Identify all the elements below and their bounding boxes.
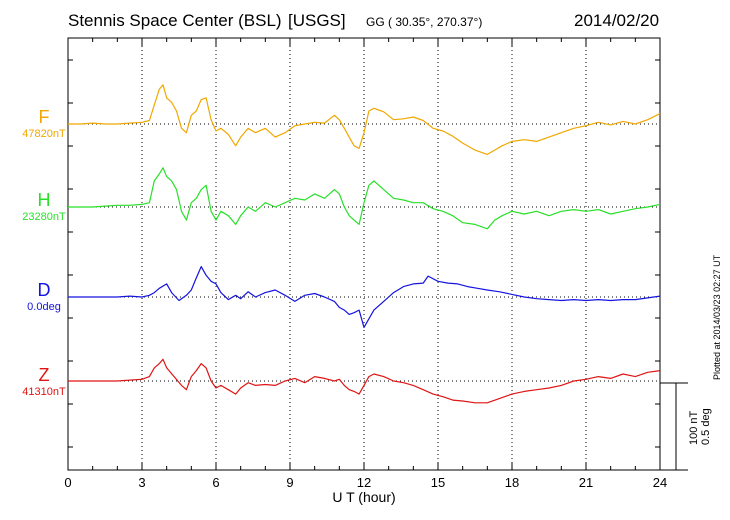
component-name: F: [38, 107, 50, 127]
x-tick-label: 18: [505, 475, 519, 490]
series-line-z: [68, 358, 661, 404]
x-tick-label: 3: [138, 475, 145, 490]
series-label-d: D 0.0deg: [14, 280, 74, 313]
x-tick-label: 0: [64, 475, 71, 490]
series-line-f: [68, 84, 661, 155]
grid-lines: [68, 38, 660, 470]
series-group: [68, 84, 661, 404]
component-baseline: 0.0deg: [27, 301, 61, 313]
date-label: 2014/02/20: [574, 11, 660, 30]
component-name: D: [37, 280, 51, 300]
series-line-d: [68, 266, 661, 328]
station-title: Stennis Space Center (BSL): [68, 11, 282, 30]
x-tick-label: 12: [357, 475, 371, 490]
scale-bar: [660, 382, 688, 471]
scale-nt: 100 nT: [688, 410, 700, 445]
x-tick-label: 15: [431, 475, 445, 490]
component-name: Z: [38, 365, 50, 385]
coordinates-label: GG ( 30.35°, 270.37°): [366, 15, 483, 29]
series-label-f: F 47820nT: [14, 107, 74, 140]
plotted-timestamp: Plotted at 2014/03/23 02:27 UT: [712, 254, 722, 380]
x-tick-label: 9: [286, 475, 293, 490]
series-label-z: Z 41310nT: [14, 365, 74, 398]
component-baseline: 41310nT: [22, 386, 66, 398]
component-baseline: 23280nT: [22, 211, 66, 223]
component-name: H: [37, 190, 51, 210]
component-baseline: 47820nT: [22, 128, 66, 140]
scale-deg: 0.5 deg: [700, 408, 712, 445]
series-label-h: H 23280nT: [14, 190, 74, 223]
x-axis-label: U T (hour): [332, 489, 395, 505]
source-tag: [USGS]: [288, 11, 346, 30]
x-tick-labels: 0 3 6 9 12 15 18 21 24: [64, 475, 667, 490]
x-tick-label: 21: [579, 475, 593, 490]
scale-text: 100 nT 0.5 deg: [688, 408, 712, 445]
x-tick-label: 24: [653, 475, 667, 490]
series-line-h: [68, 167, 661, 230]
x-tick-label: 6: [212, 475, 219, 490]
